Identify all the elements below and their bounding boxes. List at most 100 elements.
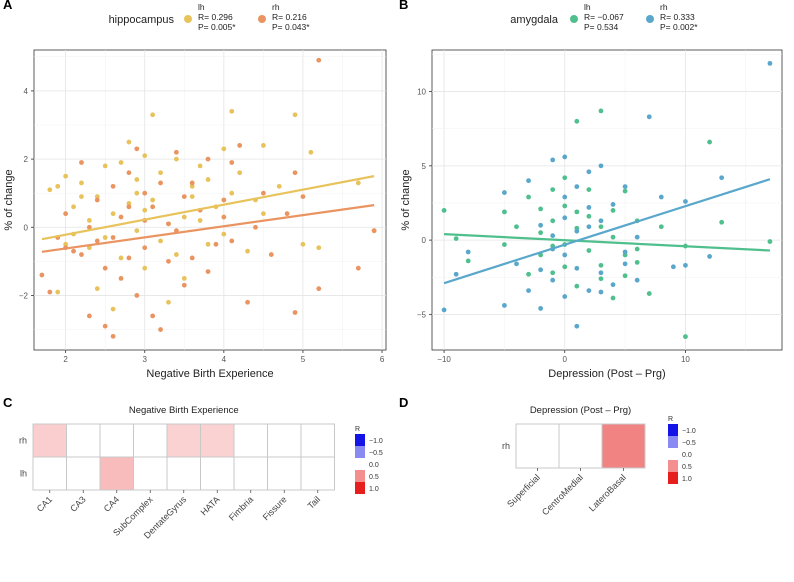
data-point-rh <box>658 194 664 200</box>
data-point-rh <box>300 194 306 199</box>
data-point-lh <box>658 224 664 230</box>
data-point-lh <box>118 255 124 261</box>
data-point-lh <box>276 183 282 189</box>
heatmap-col-label: Tail <box>306 494 323 511</box>
colorbar-swatch <box>355 458 365 470</box>
heatmap-row-label: rh <box>502 441 510 451</box>
heatmap-cell <box>200 456 235 491</box>
data-point-rh <box>316 57 322 63</box>
y-tick-label: 5 <box>422 162 427 171</box>
data-point-lh <box>538 206 544 212</box>
data-point-rh <box>102 323 108 329</box>
heatmap-col-label: Fimbria <box>227 494 255 522</box>
data-point-lh <box>586 213 592 219</box>
colorbar-label: −1.0 <box>682 428 696 435</box>
data-point-rh <box>150 313 156 319</box>
data-point-rh <box>371 228 377 234</box>
data-point-lh <box>229 108 235 114</box>
data-point-lh <box>316 245 322 251</box>
data-point-lh <box>598 108 604 114</box>
heatmap-row-label: rh <box>19 436 27 446</box>
data-point-lh <box>166 299 171 305</box>
data-point-rh <box>502 303 507 308</box>
data-point-lh <box>173 156 179 162</box>
data-point-lh <box>126 139 132 145</box>
colorbar-title: R <box>668 416 673 423</box>
heatmap-col-label: CentroMedial <box>540 472 585 517</box>
data-point-lh <box>610 234 616 240</box>
legend-label-rh: rh <box>272 2 280 12</box>
data-point-lh <box>355 180 361 186</box>
y-tick-label: −5 <box>417 310 427 319</box>
heatmap-cell <box>233 456 268 491</box>
colorbar-label: −0.5 <box>682 440 696 447</box>
plot-area <box>33 49 387 351</box>
legend-key-rh <box>258 15 266 23</box>
data-point-rh <box>586 224 592 230</box>
data-point-rh <box>221 214 227 220</box>
heatmap-cell <box>300 456 335 491</box>
heatmap-cell <box>200 423 235 458</box>
data-point-lh <box>586 187 592 193</box>
y-tick-label: 2 <box>24 155 29 164</box>
data-point-lh <box>221 231 227 237</box>
heatmap-panel-amygdala: Depression (Post – Prg) rh SuperficialCent… <box>502 405 696 517</box>
data-point-lh <box>47 187 53 193</box>
data-point-rh <box>707 254 712 259</box>
data-point-lh <box>526 194 531 200</box>
x-tick-label: 10 <box>681 355 690 364</box>
data-point-lh <box>292 112 298 118</box>
data-point-rh <box>670 264 676 270</box>
legend-r-value-rh: R= 0.216 <box>272 12 307 22</box>
data-point-lh <box>55 289 61 295</box>
data-point-lh <box>502 242 507 247</box>
data-point-rh <box>453 271 459 277</box>
data-point-rh <box>574 184 580 190</box>
data-point-lh <box>197 218 203 223</box>
data-point-rh <box>86 224 92 230</box>
data-point-rh <box>134 146 140 152</box>
data-point-lh <box>79 180 84 186</box>
data-point-rh <box>166 221 171 227</box>
data-point-lh <box>142 207 148 213</box>
data-point-rh <box>173 149 179 155</box>
data-point-lh <box>538 230 544 236</box>
heatmap-col-label: LateroBasal <box>587 472 628 513</box>
colorbar-swatch <box>355 434 365 446</box>
data-point-rh <box>189 180 195 186</box>
data-point-lh <box>197 163 203 169</box>
data-point-lh <box>63 241 69 247</box>
colorbar-label: 1.0 <box>682 476 692 483</box>
data-point-rh <box>63 211 69 217</box>
colorbar-label: 0.0 <box>682 452 692 459</box>
data-point-lh <box>110 306 116 312</box>
heatmap-cell <box>66 456 101 491</box>
data-point-rh <box>598 218 604 224</box>
data-point-rh <box>622 184 628 190</box>
heatmap-cell <box>66 423 101 458</box>
colorbar-swatch <box>355 482 365 494</box>
data-point-rh <box>598 270 604 276</box>
y-tick-label: 10 <box>417 88 426 97</box>
data-point-lh <box>86 245 92 251</box>
data-point-lh <box>142 265 148 271</box>
data-point-lh <box>598 276 604 282</box>
y-tick-label: 4 <box>24 87 29 96</box>
data-point-rh <box>550 157 556 163</box>
data-point-rh <box>86 313 92 319</box>
heatmap-cell <box>267 456 302 491</box>
y-tick-label: 0 <box>422 236 427 245</box>
data-point-lh <box>526 271 531 277</box>
data-point-lh <box>550 270 556 276</box>
legend-key-rh <box>646 15 654 23</box>
data-point-lh <box>574 118 580 124</box>
data-point-lh <box>610 295 616 301</box>
data-point-lh <box>142 153 148 159</box>
data-point-lh <box>550 218 556 224</box>
data-point-rh <box>562 194 568 200</box>
regression-line-rh <box>443 178 771 285</box>
x-tick-label: 0 <box>563 355 568 364</box>
data-point-rh <box>562 154 568 160</box>
data-point-lh <box>465 258 471 264</box>
